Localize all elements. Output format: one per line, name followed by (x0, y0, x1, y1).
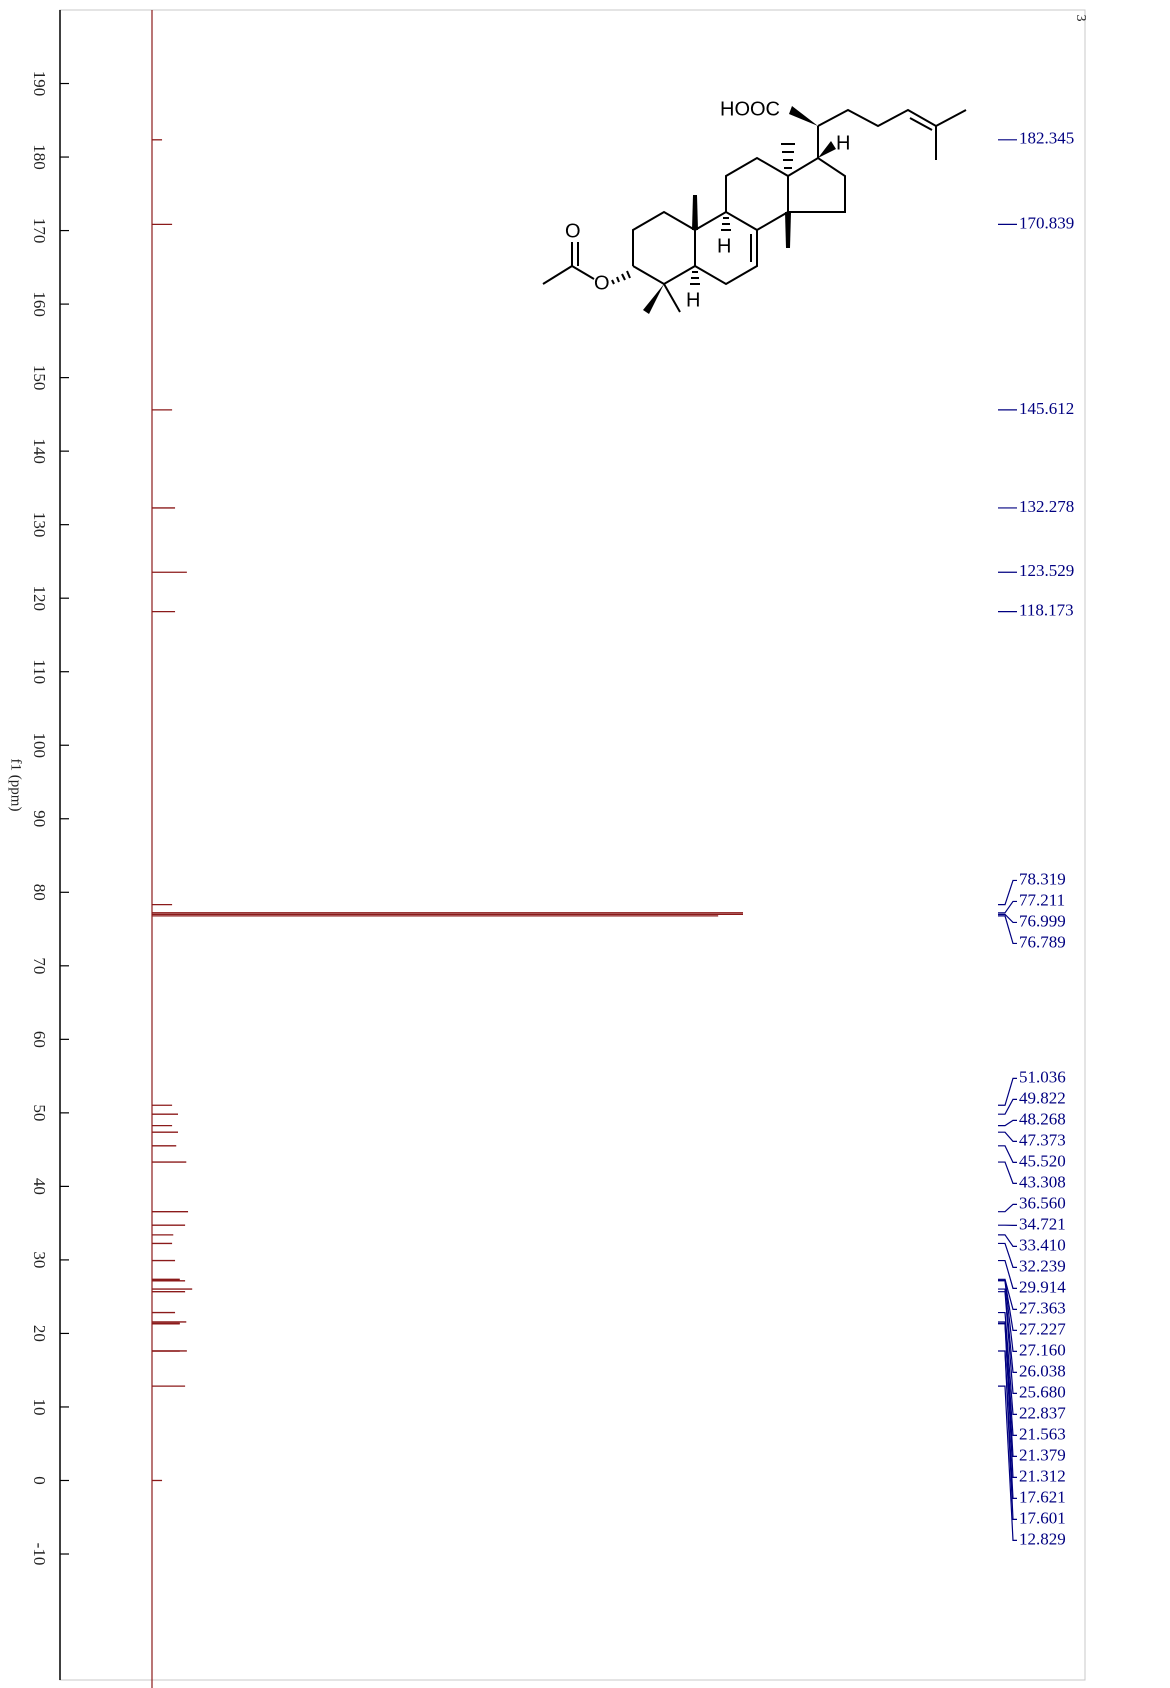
peak-connector (998, 1278, 1017, 1310)
peak-label: 26.038 (1019, 1361, 1066, 1380)
peak-connector (998, 1203, 1017, 1213)
tick-label: 130 (30, 512, 49, 538)
peak-label: 32.239 (1019, 1256, 1066, 1275)
tick-label: 170 (30, 218, 49, 244)
peak-label: 76.999 (1019, 911, 1066, 930)
peak-connector (998, 1350, 1017, 1520)
peak-label: 27.363 (1019, 1298, 1066, 1317)
peak-connector (998, 879, 1017, 906)
peak-label: 49.822 (1019, 1088, 1066, 1107)
peak-connector (998, 1291, 1017, 1394)
peak-connector (998, 1321, 1017, 1436)
peak-label: 25.680 (1019, 1382, 1066, 1401)
tick-label: 40 (30, 1178, 49, 1195)
peak-connector (998, 1119, 1017, 1127)
peak-label: 17.621 (1019, 1487, 1066, 1506)
tick-label: 120 (30, 585, 49, 611)
tick-label: 30 (30, 1251, 49, 1268)
peak-label: 21.379 (1019, 1445, 1066, 1464)
peak-label: 76.789 (1019, 932, 1066, 951)
peak-label: 43.308 (1019, 1172, 1066, 1191)
peak-connector (998, 900, 1017, 914)
peak-connector (998, 1385, 1017, 1541)
peak-label: 78.319 (1019, 869, 1066, 888)
page-number: 3 (1073, 15, 1088, 22)
peak-label: 77.211 (1019, 890, 1065, 909)
peak-connector (998, 1259, 1017, 1289)
peak-label: 22.837 (1019, 1403, 1066, 1422)
atom-label: H (836, 132, 850, 154)
tick-label: 0 (30, 1476, 49, 1485)
tick-label: -10 (30, 1543, 49, 1566)
tick-label: 50 (30, 1104, 49, 1121)
peak-label: 47.373 (1019, 1130, 1066, 1149)
axis-label: f1 (ppm) (8, 759, 24, 812)
peak-connector (998, 915, 1017, 945)
tick-label: 160 (30, 291, 49, 317)
tick-label: 10 (30, 1398, 49, 1415)
peak-label: 118.173 (1019, 601, 1074, 620)
peak-connector (998, 1242, 1017, 1268)
tick-label: 60 (30, 1031, 49, 1048)
atom-label: O (594, 272, 610, 294)
peak-label: 132.278 (1019, 497, 1074, 516)
tick-label: 80 (30, 884, 49, 901)
atom-label: O (565, 220, 581, 242)
peak-label: 12.829 (1019, 1529, 1066, 1548)
peak-label: 27.227 (1019, 1319, 1066, 1338)
peak-label: 48.268 (1019, 1109, 1066, 1128)
tick-label: 190 (30, 71, 49, 97)
peak-connector (998, 1323, 1017, 1478)
peak-connector (998, 1098, 1017, 1115)
peak-connector (998, 1077, 1017, 1106)
peak-connector (998, 1145, 1017, 1163)
peak-label: 21.312 (1019, 1466, 1066, 1485)
structure: HOOC H O O H H (542, 98, 967, 314)
peak-label: 145.612 (1019, 399, 1074, 418)
tick-label: 110 (30, 659, 49, 684)
atom-label: H (686, 289, 700, 311)
tick-label: 70 (30, 957, 49, 974)
tick-label: 20 (30, 1325, 49, 1342)
tick-label: 150 (30, 365, 49, 391)
atom-label: HOOC (720, 98, 780, 120)
peak-connector (998, 913, 1017, 924)
peak-connector (998, 1288, 1017, 1373)
tick-label: 140 (30, 438, 49, 464)
tick-label: 180 (30, 144, 49, 170)
peak-label: 34.721 (1019, 1214, 1066, 1233)
peak-label: 51.036 (1019, 1067, 1066, 1086)
peak-label: 33.410 (1019, 1235, 1066, 1254)
peak-connector (998, 1131, 1017, 1142)
peak-label: 123.529 (1019, 561, 1074, 580)
peak-label: 17.601 (1019, 1508, 1066, 1527)
peak-connector (998, 1311, 1017, 1415)
peak-connector (998, 1161, 1017, 1184)
peak-connector (998, 1234, 1017, 1247)
peak-label: 36.560 (1019, 1193, 1066, 1212)
tick-label: 90 (30, 810, 49, 827)
peak-label: 182.345 (1019, 129, 1074, 148)
tick-label: 100 (30, 732, 49, 758)
peak-label: 27.160 (1019, 1340, 1066, 1359)
peak-label: 29.914 (1019, 1277, 1066, 1296)
peak-label: 170.839 (1019, 213, 1074, 232)
peak-label: 45.520 (1019, 1151, 1066, 1170)
peak-label: 21.563 (1019, 1424, 1066, 1443)
atom-label: H (717, 235, 731, 257)
peak-connector (998, 1280, 1017, 1352)
